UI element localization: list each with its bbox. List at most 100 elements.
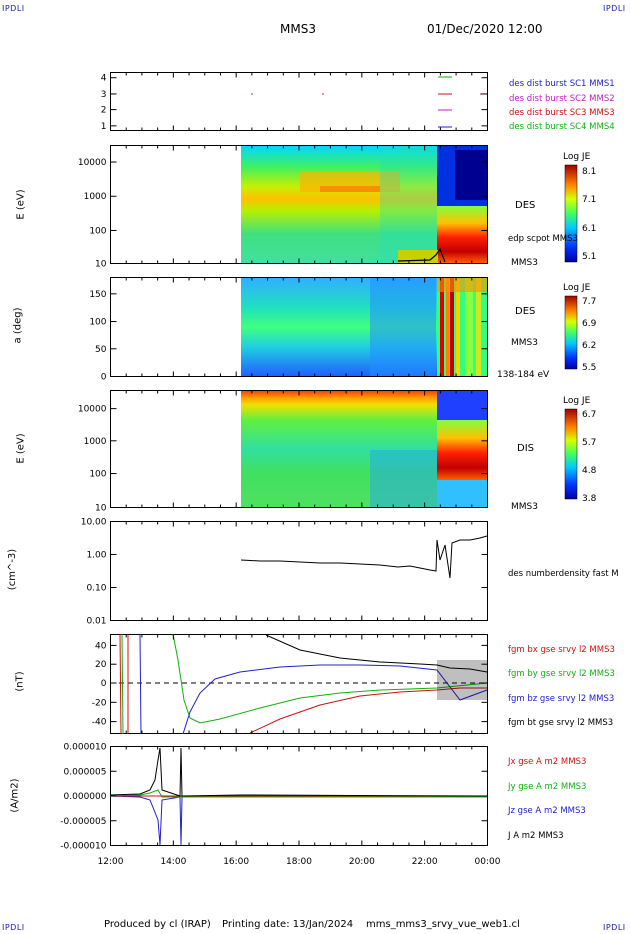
ytick-dis-energy-0: 10000	[78, 405, 107, 415]
current-ylabel: (A/m2)	[9, 778, 21, 813]
burst-legend-mms2: des dist burst SC2 MMS2	[509, 94, 615, 104]
des-energy-cbar-tick-4: 5.1	[582, 252, 597, 262]
ytick-des-pitch-0: 150	[89, 290, 106, 300]
ytick-density-3: 0.01	[86, 617, 106, 627]
xtick-3: 18:00	[286, 857, 312, 867]
xtick-5: 22:00	[412, 857, 438, 867]
burst-legend-mms4: des dist burst SC4 MMS4	[509, 122, 615, 132]
ytick-current-0: 0.000010	[64, 743, 107, 753]
des-pitch-cbar-tick-4: 5.5	[582, 363, 597, 373]
des-pitch-spacecraft-label: MMS3	[511, 338, 538, 348]
bfield-legend-bt: fgm bt gse srvy l2 MMS3	[508, 718, 614, 728]
ytick-burst-1: 3	[101, 90, 107, 100]
des-pitch-cbar-tick-2: 6.9	[582, 319, 597, 329]
panel-density-frame	[110, 521, 488, 621]
ytick-des-energy-3: 10	[95, 260, 107, 270]
ytick-bfield-1: 20	[95, 660, 107, 670]
dis-energy-cbar-tick-1: 6.7	[582, 410, 597, 420]
des-energy-cbar-tick-2: 7.1	[582, 195, 597, 205]
current-legend-jx: Jx gse A m2 MMS3	[508, 757, 587, 767]
datetime-title: 01/Dec/2020 12:00	[427, 22, 543, 36]
ytick-des-energy-0: 10000	[78, 158, 107, 168]
corner-label-top-right: IPDLI	[603, 4, 626, 13]
bfield-legend-bz: fgm bz gse srvy l2 MMS3	[508, 694, 615, 704]
xtick-0: 12:00	[98, 857, 124, 867]
dis-energy-cbar-title: Log JE	[563, 396, 591, 406]
ytick-bfield-2: 0	[101, 679, 107, 689]
ytick-des-energy-2: 100	[89, 226, 106, 236]
des-energy-scpot-label: edp scpot MMS3	[508, 234, 578, 244]
dis-energy-cbar-tick-4: 3.8	[582, 494, 597, 504]
density-legend: des numberdensity fast M	[508, 569, 619, 579]
dis-energy-cbar-tick-2: 5.7	[582, 438, 597, 448]
xtick-6: 00:00	[475, 857, 501, 867]
ytick-density-0: 10.00	[81, 518, 107, 528]
des-energy-cbar-tick-3: 6.1	[582, 224, 597, 234]
ytick-dis-energy-2: 100	[89, 470, 106, 480]
current-legend-j: J A m2 MMS3	[508, 831, 564, 841]
xtick-2: 16:00	[223, 857, 249, 867]
spacecraft-title: MMS3	[280, 22, 316, 36]
burst-legend-mms3: des dist burst SC3 MMS3	[509, 108, 615, 118]
dis-energy-spectrogram	[241, 391, 487, 507]
ytick-current-3: -0.000005	[60, 817, 106, 827]
ytick-des-pitch-2: 50	[95, 345, 107, 355]
ytick-current-4: -0.000010	[60, 842, 106, 852]
bfield-ylabel: (nT)	[14, 671, 26, 692]
ytick-burst-3: 1	[101, 122, 107, 132]
ytick-bfield-3: -20	[92, 698, 107, 708]
des-energy-spectrogram	[241, 146, 487, 263]
footer-script-name: mms_mms3_srvy_vue_web1.cl	[366, 919, 520, 930]
dis-energy-ylabel: E (eV)	[15, 433, 27, 464]
footer-printing-date: Printing date: 13/Jan/2024	[222, 919, 354, 930]
ytick-bfield-0: 40	[95, 641, 107, 651]
des-pitch-cbar-tick-3: 6.2	[582, 341, 597, 351]
dis-energy-spacecraft-label: MMS3	[511, 502, 538, 512]
density-ylabel: (cm^-3)	[7, 548, 19, 591]
ytick-burst-0: 4	[101, 74, 107, 84]
corner-label-bottom-right: IPDLI	[603, 923, 626, 932]
des-pitch-spectrogram	[241, 278, 487, 376]
current-legend-jy: Jy gse A m2 MMS3	[508, 782, 587, 792]
corner-label-bottom-left: IPDLI	[2, 923, 25, 932]
ytick-density-1: 1.00	[86, 550, 106, 560]
ytick-current-1: 0.000005	[64, 767, 107, 777]
corner-label-top-left: IPDLI	[2, 4, 25, 13]
density-series-line	[240, 535, 488, 579]
bfield-lines	[110, 633, 488, 735]
panel-burst-frame	[110, 72, 488, 131]
burst-legend-mms1: des dist burst SC1 MMS1	[509, 79, 615, 89]
dis-energy-cbar-tick-3: 4.8	[582, 466, 597, 476]
burst-markers	[251, 76, 482, 128]
current-lines	[109, 747, 488, 846]
ytick-bfield-4: -40	[92, 718, 107, 728]
bfield-legend-bx: fgm bx gse srvy l2 MMS3	[508, 645, 615, 655]
ytick-current-2: 0.000000	[64, 792, 107, 802]
xtick-1: 14:00	[160, 857, 186, 867]
ytick-des-pitch-1: 100	[89, 318, 106, 328]
ytick-dis-energy-1: 1000	[84, 437, 107, 447]
des-pitch-cbar-tick-1: 7.7	[582, 297, 597, 307]
ytick-burst-2: 2	[101, 106, 107, 116]
des-pitch-ylabel: a (deg)	[12, 307, 24, 344]
colorbar-dis-energy	[564, 408, 578, 500]
des-energy-ylabel: E (eV)	[15, 189, 27, 220]
current-legend-jz: Jz gse A m2 MMS3	[508, 806, 586, 816]
des-energy-cbar-title: Log JE	[563, 152, 591, 162]
xtick-4: 20:00	[349, 857, 375, 867]
footer-produced-by: Produced by cl (IRAP)	[104, 919, 211, 930]
ytick-density-2: 0.10	[86, 584, 106, 594]
des-energy-instrument-label: DES	[515, 200, 536, 211]
colorbar-des-energy	[564, 164, 578, 263]
ytick-des-pitch-3: 0	[101, 373, 107, 383]
des-pitch-energy-range: 138-184 eV	[497, 370, 550, 380]
bfield-legend-by: fgm by gse srvy l2 MMS3	[508, 669, 615, 679]
dis-energy-instrument-label: DIS	[517, 443, 534, 454]
des-pitch-instrument-label: DES	[515, 306, 536, 317]
des-energy-spacecraft-label: MMS3	[511, 258, 538, 268]
des-pitch-cbar-title: Log JE	[563, 283, 591, 293]
colorbar-des-pitch	[564, 295, 578, 370]
ytick-dis-energy-3: 10	[95, 504, 107, 514]
ytick-des-energy-1: 1000	[84, 192, 107, 202]
